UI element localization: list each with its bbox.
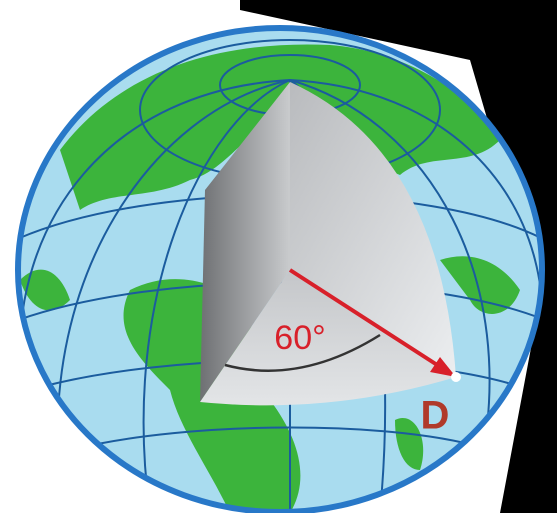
background-dark (240, 0, 557, 513)
globe-outline (15, 25, 545, 513)
point-d-marker (451, 372, 461, 382)
angle-arc (224, 333, 381, 372)
angle-label: 60° (274, 319, 325, 357)
wedge-right-face (290, 82, 456, 377)
radius-arrow (288, 268, 447, 372)
arrow-head (430, 357, 456, 377)
wedge-left-face (200, 82, 290, 402)
point-label: D (421, 394, 450, 438)
